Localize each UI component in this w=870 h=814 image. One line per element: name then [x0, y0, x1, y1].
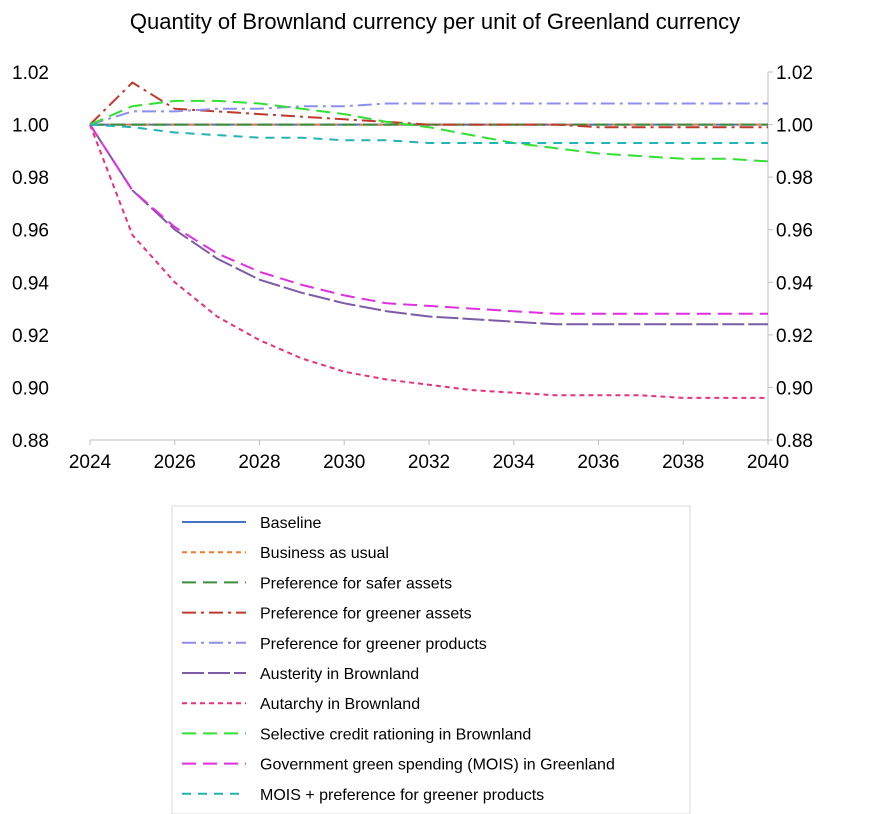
x-tick-label: 2038 — [662, 452, 704, 473]
series-line-austerity-in-brownland — [89, 124, 768, 326]
right-y-tick-label: 0.88 — [776, 431, 813, 452]
legend-box — [171, 505, 691, 814]
legend-label: Government green spending (MOIS) in Gree… — [260, 757, 615, 774]
axes: 2024 2026 2028 2030 2032 2034 2036 2038 2040 1.02… — [12, 63, 813, 473]
right-y-tick-label: 0.96 — [776, 221, 813, 242]
right-y-tick-label: 0.90 — [776, 378, 813, 399]
right-y-tick-label: 1.00 — [776, 116, 813, 137]
left-y-tick-label: 0.94 — [12, 273, 49, 294]
left-y-tick-label: 0.92 — [12, 326, 49, 347]
x-tick-label: 2032 — [408, 452, 450, 473]
legend-label: Selective credit rationing in Brownland — [260, 726, 531, 743]
left-y-tick-label: 0.88 — [12, 431, 49, 452]
legend-label: Preference for greener products — [260, 636, 487, 653]
right-y-tick-label: 1.02 — [776, 63, 813, 84]
x-tick-label: 2034 — [493, 452, 536, 473]
right-y-tick-label: 0.94 — [776, 273, 813, 294]
legend-label: Business as usual — [260, 545, 389, 562]
x-tick-label: 2028 — [238, 452, 280, 473]
x-tick-label: 2030 — [323, 452, 365, 473]
x-tick-label: 2036 — [577, 452, 619, 473]
right-y-tick-label: 0.92 — [776, 326, 813, 347]
legend-label: MOIS + preference for greener products — [260, 787, 544, 804]
x-tick-label: 2040 — [747, 452, 789, 473]
chart-title: Quantity of Brownland currency per unit … — [130, 9, 740, 34]
legend-label: Preference for greener assets — [260, 606, 472, 623]
x-tick-label: 2024 — [69, 452, 112, 473]
legend-label: Autarchy in Brownland — [260, 696, 420, 713]
legend-label: Baseline — [260, 515, 321, 532]
right-y-tick-label: 0.98 — [776, 168, 813, 189]
left-y-tick-label: 0.90 — [12, 378, 49, 399]
series-line-preference-for-greener-assets — [89, 81, 768, 129]
legend: Baseline Business as usual Preference for … — [171, 505, 691, 814]
series-line-selective-credit-rationing-in-brownland — [89, 99, 769, 163]
legend-label: Preference for safer assets — [260, 575, 452, 592]
series-line-government-green-spending-mois-in-greenland — [89, 124, 768, 315]
series-line-autarchy-in-brownland — [89, 124, 768, 399]
left-y-tick-label: 0.96 — [12, 221, 49, 242]
left-y-tick-label: 1.00 — [12, 116, 49, 137]
series-line-mois-preference-for-greener-products — [89, 123, 768, 144]
left-y-tick-label: 1.02 — [12, 63, 49, 84]
legend-label: Austerity in Brownland — [260, 666, 419, 683]
left-y-tick-label: 0.98 — [12, 168, 49, 189]
series-lines — [89, 81, 769, 399]
series-line-preference-for-greener-products — [89, 102, 768, 126]
x-tick-label: 2026 — [154, 452, 196, 473]
